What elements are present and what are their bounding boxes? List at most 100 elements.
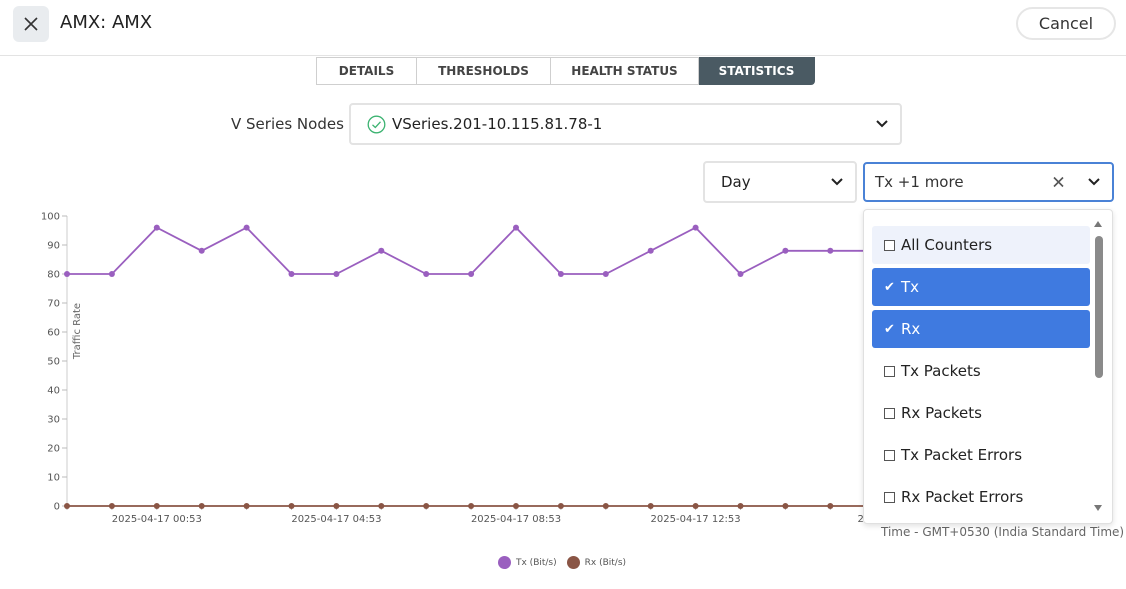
- v-series-label: V Series Nodes: [231, 115, 344, 133]
- data-point: [243, 503, 250, 509]
- data-point: [423, 271, 430, 277]
- tab-health-status[interactable]: HEALTH STATUS: [551, 57, 699, 85]
- counter-value: Tx +1 more: [875, 173, 964, 191]
- data-point: [513, 503, 519, 509]
- checkbox[interactable]: [884, 239, 895, 251]
- y-tick-label: 0: [54, 502, 60, 513]
- y-tick-label: 90: [47, 241, 60, 252]
- checkbox[interactable]: [884, 365, 895, 377]
- legend-dot: [566, 556, 580, 569]
- option-tx-packet-errors[interactable]: Tx Packet Errors: [872, 436, 1090, 474]
- data-point: [64, 271, 70, 277]
- page-title: AMX: AMX: [60, 12, 153, 33]
- y-tick-label: 40: [47, 386, 60, 397]
- option-label: Tx: [901, 278, 920, 296]
- y-tick-label: 70: [47, 299, 60, 310]
- data-point: [64, 503, 70, 509]
- data-point: [692, 503, 699, 509]
- close-button[interactable]: [13, 6, 49, 42]
- data-point: [692, 224, 699, 231]
- chevron-down-icon: [876, 120, 888, 128]
- data-point: [782, 247, 789, 254]
- option-tx-packets[interactable]: Tx Packets: [872, 352, 1090, 390]
- data-point: [468, 271, 475, 277]
- v-series-select[interactable]: VSeries.201-10.115.81.78-1: [349, 103, 902, 145]
- option-tx[interactable]: ✔ Tx: [872, 268, 1090, 306]
- data-point: [333, 503, 340, 509]
- data-point: [243, 224, 250, 231]
- cancel-button[interactable]: Cancel: [1016, 7, 1116, 40]
- x-axis-label: Time - GMT+0530 (India Standard Time): [881, 525, 1125, 539]
- option-label: Rx: [901, 320, 921, 338]
- option-label: Rx Packets: [901, 404, 982, 422]
- data-point: [557, 271, 564, 277]
- data-point: [468, 503, 475, 509]
- check-icon: ✔: [884, 321, 895, 337]
- chevron-down-icon[interactable]: [1088, 178, 1100, 186]
- data-point: [827, 247, 834, 254]
- check-circle-icon: [367, 115, 386, 133]
- data-point: [602, 271, 609, 277]
- data-point: [198, 503, 205, 509]
- period-select[interactable]: Day: [703, 161, 857, 203]
- data-point: [288, 503, 295, 509]
- y-tick-label: 10: [47, 473, 60, 484]
- data-point: [153, 503, 160, 509]
- close-icon: [24, 17, 38, 31]
- legend-label: Rx (Bit/s): [584, 557, 627, 568]
- data-point: [288, 271, 295, 277]
- data-point: [333, 271, 340, 277]
- tab-thresholds[interactable]: THRESHOLDS: [417, 57, 551, 85]
- option-label: Tx Packets: [901, 362, 981, 380]
- scroll-up-arrow[interactable]: [1094, 221, 1102, 227]
- data-point: [827, 503, 834, 509]
- x-tick-label: 2025-04-17 08:53: [471, 514, 561, 525]
- tab-details[interactable]: DETAILS: [316, 57, 417, 85]
- x-tick-label: 2025-04-17 12:53: [651, 514, 741, 525]
- data-point: [557, 503, 564, 509]
- option-rx[interactable]: ✔ Rx: [872, 310, 1090, 348]
- check-icon: ✔: [884, 279, 895, 295]
- data-point: [378, 503, 385, 509]
- scroll-down-arrow[interactable]: [1094, 505, 1102, 511]
- tab-statistics[interactable]: STATISTICS: [699, 57, 815, 85]
- period-value: Day: [721, 173, 751, 191]
- y-tick-label: 100: [41, 212, 60, 223]
- y-tick-label: 60: [47, 328, 60, 339]
- modal-header: AMX: AMX Cancel: [0, 0, 1126, 56]
- counter-select[interactable]: Tx +1 more: [863, 162, 1114, 202]
- clear-icon[interactable]: [1053, 176, 1064, 188]
- data-point: [737, 503, 744, 509]
- series-line-tx: [67, 226, 876, 276]
- data-point: [602, 503, 609, 509]
- counter-dropdown: All Counters ✔ Tx ✔ Rx Tx Packets Rx Pac…: [863, 209, 1113, 524]
- legend-item-tx[interactable]: Tx (Bit/s): [498, 556, 557, 569]
- chevron-down-icon: [831, 178, 843, 186]
- y-axis-label: Traffic Rate: [72, 303, 83, 360]
- data-point: [108, 503, 115, 509]
- data-point: [647, 503, 654, 509]
- checkbox[interactable]: [884, 491, 895, 503]
- data-point: [737, 271, 744, 277]
- tab-bar: DETAILS THRESHOLDS HEALTH STATUS STATIST…: [316, 57, 815, 85]
- option-rx-packets[interactable]: Rx Packets: [872, 394, 1090, 432]
- data-point: [153, 224, 160, 231]
- x-tick-label: 2025-04-17 00:53: [112, 514, 202, 525]
- data-point: [378, 247, 385, 254]
- legend-dot: [498, 556, 511, 569]
- legend-item-rx[interactable]: Rx (Bit/s): [566, 556, 627, 569]
- option-label: All Counters: [901, 236, 993, 254]
- y-tick-label: 20: [47, 444, 60, 455]
- data-point: [513, 224, 519, 231]
- option-label: Rx Packet Errors: [901, 488, 1024, 506]
- data-point: [782, 503, 789, 509]
- y-tick-label: 50: [47, 357, 60, 368]
- option-all-counters[interactable]: All Counters: [872, 226, 1090, 264]
- legend-label: Tx (Bit/s): [516, 557, 557, 568]
- x-tick-label: 2025-04-17 04:53: [291, 514, 381, 525]
- checkbox[interactable]: [884, 449, 895, 461]
- v-series-value: VSeries.201-10.115.81.78-1: [392, 115, 603, 133]
- checkbox[interactable]: [884, 407, 895, 419]
- option-rx-packet-errors[interactable]: Rx Packet Errors: [872, 478, 1090, 516]
- scrollbar-thumb[interactable]: [1095, 236, 1103, 378]
